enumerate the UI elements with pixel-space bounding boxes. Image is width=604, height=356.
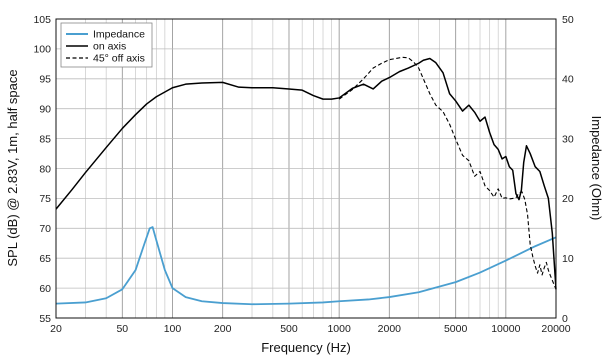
y-right-tick-label: 40 bbox=[562, 74, 574, 86]
y-left-tick-label: 90 bbox=[39, 104, 51, 116]
x-tick-label: 5000 bbox=[444, 323, 468, 335]
y-right-tick-label: 30 bbox=[562, 133, 574, 145]
y-right-tick-label: 50 bbox=[562, 14, 574, 26]
off-axis-45-line bbox=[338, 56, 557, 290]
legend-box bbox=[60, 22, 153, 68]
y-left-tick-label: 80 bbox=[39, 163, 51, 175]
y-right-tick-labels: 0 10 20 30 40 50 bbox=[562, 14, 574, 325]
x-tick-label: 500 bbox=[280, 323, 298, 335]
x-tick-label: 1000 bbox=[327, 323, 351, 335]
y-left-tick-label: 70 bbox=[39, 223, 51, 235]
x-tick-label: 200 bbox=[214, 323, 232, 335]
impedance-line bbox=[55, 226, 557, 306]
y-left-tick-label: 55 bbox=[39, 313, 51, 325]
legend-label-45-off-axis: 45° off axis bbox=[93, 53, 145, 65]
x-tick-label: 20000 bbox=[541, 323, 570, 335]
x-tick-label: 100 bbox=[164, 323, 182, 335]
y-left-tick-label: 75 bbox=[39, 193, 51, 205]
series-lines bbox=[55, 56, 557, 306]
x-tick-label: 10000 bbox=[491, 323, 520, 335]
x-tick-labels: 20 50 100 200 500 1000 2000 5000 10000 20000 bbox=[50, 323, 571, 335]
x-tick-label: 2000 bbox=[378, 323, 402, 335]
y-right-tick-label: 0 bbox=[562, 313, 568, 325]
y-right-tick-label: 20 bbox=[562, 193, 574, 205]
x-axis-title: Frequency (Hz) bbox=[261, 340, 351, 355]
y-left-tick-label: 60 bbox=[39, 283, 51, 295]
on-axis-line bbox=[55, 57, 557, 290]
legend-label-impedance: Impedance bbox=[93, 29, 145, 41]
y-left-tick-label: 105 bbox=[33, 14, 51, 26]
y-left-tick-label: 100 bbox=[33, 44, 51, 56]
legend: Impedance on axis 45° off axis bbox=[60, 22, 153, 68]
y-left-tick-label: 95 bbox=[39, 74, 51, 86]
y-left-tick-label: 65 bbox=[39, 253, 51, 265]
y-right-tick-label: 10 bbox=[562, 253, 574, 265]
y-right-axis-title: Impedance (Ohm) bbox=[589, 116, 604, 221]
legend-label-on-axis: on axis bbox=[93, 41, 126, 53]
y-left-tick-labels: 55 60 65 70 75 80 85 90 95 100 105 bbox=[33, 14, 51, 325]
plot-frame bbox=[55, 18, 557, 319]
y-left-tick-label: 85 bbox=[39, 133, 51, 145]
x-tick-label: 20 bbox=[50, 323, 62, 335]
y-left-axis-title: SPL (dB) @ 2.83V, 1m, half space bbox=[5, 69, 20, 266]
x-tick-label: 50 bbox=[116, 323, 128, 335]
